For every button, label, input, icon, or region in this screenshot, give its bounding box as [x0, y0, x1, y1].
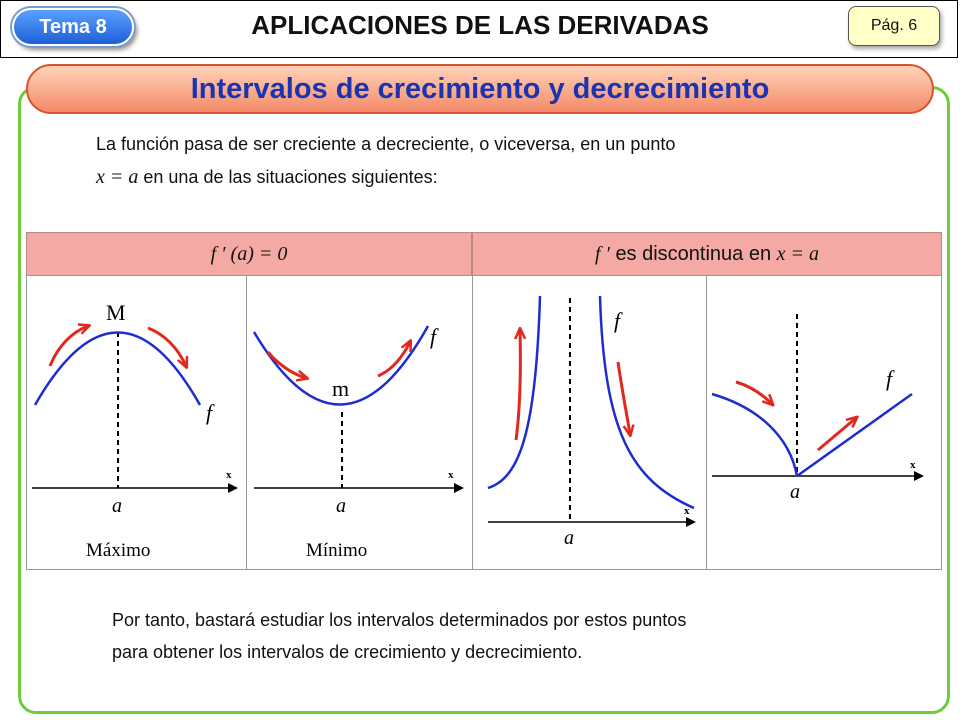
increasing-arrow: [48, 326, 88, 367]
parabola-curve: [252, 325, 430, 406]
intro-line-1: La función pasa de ser creciente a decre…: [96, 134, 676, 154]
x-axis-label: x: [910, 459, 916, 471]
increasing-arrow: [817, 418, 856, 452]
right-branch-curve: [598, 295, 695, 510]
minimum-panel: m f x a Mínimo: [252, 324, 464, 561]
function-label: f: [430, 324, 439, 349]
left-curve: [711, 392, 799, 477]
right-line: [796, 392, 913, 478]
min-point-label: m: [332, 376, 349, 401]
asymptote-panel: f x a: [487, 295, 696, 549]
intro-line-2-text: en una de las situaciones siguientes:: [143, 167, 438, 187]
increasing-arrow: [377, 342, 410, 378]
tema-badge[interactable]: Tema 8: [12, 8, 134, 46]
conclusion-line-1: Por tanto, bastará estudiar los interval…: [112, 610, 687, 630]
parabola-curve: [33, 331, 202, 406]
header-fprime: f ′: [594, 242, 610, 265]
header-x-equals-a: x = a: [776, 242, 820, 265]
x-axis-label: x: [448, 469, 454, 481]
page-number: Pág. 6: [848, 6, 940, 46]
intro-line-2: x = a en una de las situaciones siguient…: [96, 166, 438, 189]
x-axis-label: x: [226, 469, 232, 481]
column-divider: [706, 276, 707, 570]
maximum-caption: Máximo: [86, 540, 150, 561]
a-label: a: [564, 527, 574, 549]
header-discontinuous-text: es discontinua en: [615, 242, 772, 265]
minimum-caption: Mínimo: [306, 540, 367, 561]
increasing-arrow: [516, 330, 520, 441]
a-label: a: [112, 495, 122, 517]
header-bar: [0, 0, 958, 58]
function-label: f: [614, 308, 623, 333]
maximum-panel: M f x a Máximo: [32, 300, 238, 561]
header-derivative-zero-label: f ′ (a) = 0: [210, 242, 288, 265]
a-label: a: [790, 481, 800, 503]
x-axis-label: x: [684, 505, 690, 517]
function-label: f: [886, 366, 895, 391]
decreasing-arrow: [147, 326, 186, 366]
function-label: f: [206, 400, 215, 425]
section-title: Intervalos de crecimiento y decrecimient…: [26, 64, 934, 114]
decreasing-arrow: [616, 361, 630, 434]
conclusion-line-2: para obtener los intervalos de crecimien…: [112, 642, 583, 662]
column-divider: [472, 276, 473, 570]
left-branch-curve: [487, 295, 542, 490]
decreasing-arrow: [735, 380, 772, 404]
header-derivative-discontinuous: f ′ es discontinua en x = a: [472, 232, 942, 276]
max-point-label: M: [106, 300, 126, 325]
a-label: a: [336, 495, 346, 517]
intro-math: x = a: [96, 166, 139, 188]
column-divider: [246, 276, 247, 570]
decreasing-arrow: [266, 351, 306, 378]
header-derivative-zero: f ′ (a) = 0: [26, 232, 472, 276]
header-title: APLICACIONES DE LAS DERIVADAS: [251, 10, 709, 40]
corner-panel: f x a: [711, 314, 924, 503]
